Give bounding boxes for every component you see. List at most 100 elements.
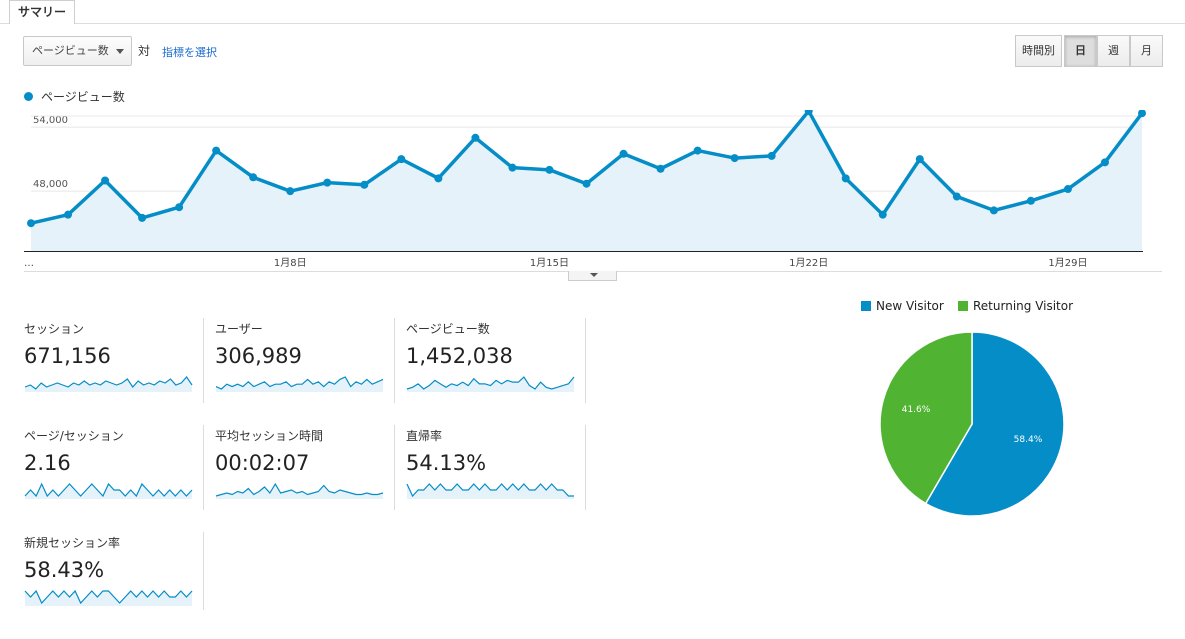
data-point[interactable] — [286, 187, 295, 196]
pie-legend-returning[interactable]: Returning Visitor — [958, 299, 1073, 313]
visitor-pie-chart: 58.4% 41.6% — [879, 331, 1065, 517]
divider — [394, 425, 395, 510]
data-point[interactable] — [878, 210, 887, 219]
data-point[interactable] — [434, 174, 443, 183]
metric-tile-pages-per-session[interactable]: ページ/セッション 2.16 — [24, 427, 214, 532]
metric-label: ページ/セッション — [24, 429, 124, 443]
data-point[interactable] — [730, 154, 739, 163]
tab-summary[interactable]: サマリー — [9, 0, 76, 24]
pie-legend-label: Returning Visitor — [973, 299, 1074, 313]
series-area — [31, 111, 1142, 252]
data-point[interactable] — [767, 151, 776, 160]
granularity-month-button[interactable]: 月 — [1130, 35, 1163, 67]
data-point[interactable] — [175, 203, 184, 212]
data-point[interactable] — [397, 155, 406, 164]
sparkline-line — [24, 589, 193, 605]
vs-label: 対 — [138, 44, 151, 58]
sparkline — [215, 376, 384, 392]
sparkline — [24, 376, 193, 392]
sparkline-area — [216, 484, 383, 499]
metric-value: 58.43% — [24, 558, 105, 582]
y-tick-label: 54,000 — [33, 115, 68, 126]
pie-slice-label: 58.4% — [1014, 435, 1043, 445]
metric-tile-new-session-rate[interactable]: 新規セッション率 58.43% — [24, 534, 214, 639]
data-point[interactable] — [27, 219, 35, 228]
data-point[interactable] — [915, 155, 924, 164]
data-point[interactable] — [952, 192, 961, 201]
pie-slice-label: 41.6% — [902, 405, 931, 415]
caret-down-icon — [590, 273, 598, 277]
y-tick-label: 48,000 — [33, 179, 68, 190]
new-visitor-swatch — [861, 301, 871, 311]
data-point[interactable] — [249, 173, 258, 182]
data-point[interactable] — [582, 179, 591, 188]
divider — [585, 318, 586, 403]
metric-select[interactable]: ページビュー数 — [23, 36, 132, 66]
sparkline-area — [407, 377, 574, 392]
sparkline-area — [25, 484, 192, 499]
metric-label: 平均セッション時間 — [215, 429, 324, 443]
data-point[interactable] — [101, 176, 110, 185]
returning-visitor-swatch — [958, 301, 968, 311]
metric-label: ユーザー — [215, 322, 263, 336]
metric-label: 新規セッション率 — [24, 536, 121, 550]
divider — [203, 532, 204, 610]
x-tick-label: 1月29日 — [1048, 257, 1087, 269]
data-point[interactable] — [841, 174, 850, 183]
divider — [203, 318, 204, 403]
data-point[interactable] — [989, 206, 998, 215]
data-point[interactable] — [804, 110, 813, 116]
pie-slice[interactable] — [924, 331, 1065, 517]
data-point[interactable] — [323, 178, 332, 187]
data-point[interactable] — [619, 149, 628, 158]
metric-value: 00:02:07 — [215, 451, 310, 475]
metric-tile-users[interactable]: ユーザー 306,989 — [215, 320, 405, 425]
metric-tile-pageviews[interactable]: ページビュー数 1,452,038 — [406, 320, 596, 425]
data-point[interactable] — [1063, 185, 1072, 194]
data-point[interactable] — [1138, 110, 1146, 118]
data-point[interactable] — [212, 146, 221, 155]
sparkline-area — [407, 484, 574, 499]
data-point[interactable] — [656, 164, 665, 173]
pie-legend-new[interactable]: New Visitor — [861, 299, 944, 313]
granularity-day-button[interactable]: 日 — [1064, 35, 1097, 67]
data-point[interactable] — [1100, 158, 1109, 167]
metric-label: 直帰率 — [406, 429, 443, 443]
metric-value: 2.16 — [24, 451, 71, 475]
data-point[interactable] — [360, 180, 369, 189]
sparkline — [406, 483, 574, 499]
sparkline-line — [215, 482, 384, 497]
metric-tile-avg-session-duration[interactable]: 平均セッション時間 00:02:07 — [215, 427, 405, 532]
metric-tile-sessions[interactable]: セッション 671,156 — [24, 320, 214, 425]
pie-slice[interactable] — [879, 331, 973, 505]
data-point[interactable] — [138, 213, 147, 222]
data-point[interactable] — [693, 146, 702, 155]
metric-select-value: ページビュー数 — [32, 44, 109, 57]
data-point[interactable] — [1026, 196, 1035, 205]
series-legend-label: ページビュー数 — [41, 90, 125, 104]
sparkline-line — [24, 482, 193, 498]
granularity-hourly-button[interactable]: 時間別 — [1015, 35, 1062, 67]
metric-value: 671,156 — [24, 344, 111, 368]
divider — [203, 425, 204, 510]
sparkline — [406, 376, 575, 392]
sparkline-line — [406, 376, 575, 390]
metric-tile-bounce-rate[interactable]: 直帰率 54.13% — [406, 427, 596, 532]
chevron-down-icon — [116, 49, 124, 54]
metric-value: 306,989 — [215, 344, 302, 368]
sparkline — [24, 589, 193, 606]
x-tick-label: 1月15日 — [530, 257, 569, 269]
sparkline-line — [406, 483, 574, 498]
granularity-week-button[interactable]: 週 — [1097, 35, 1130, 67]
data-point[interactable] — [471, 133, 480, 142]
data-point[interactable] — [545, 165, 554, 174]
select-metric-link[interactable]: 指標を選択 — [162, 46, 217, 59]
metric-label: セッション — [24, 322, 85, 336]
data-point[interactable] — [64, 210, 73, 219]
sparkline-line — [215, 376, 384, 390]
chart-collapse-handle[interactable] — [568, 271, 617, 281]
data-point[interactable] — [508, 163, 517, 172]
metric-value: 54.13% — [406, 451, 487, 475]
divider — [585, 425, 586, 510]
sparkline — [215, 482, 384, 499]
